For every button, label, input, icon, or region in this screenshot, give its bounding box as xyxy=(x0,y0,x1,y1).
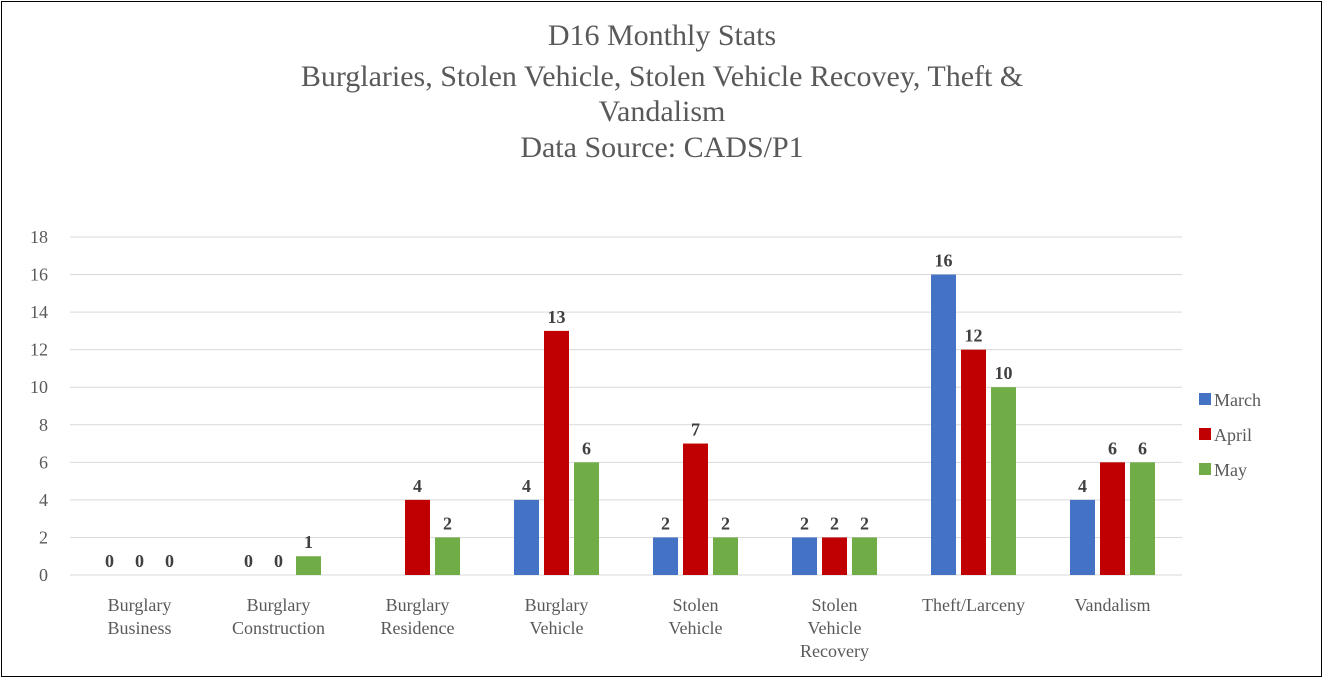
bar-march xyxy=(1070,499,1095,575)
x-category-label: Vandalism xyxy=(1075,595,1151,615)
y-tick-label: 10 xyxy=(30,377,48,397)
bar-may xyxy=(991,387,1016,575)
bar-may xyxy=(1130,462,1155,575)
legend: March April May xyxy=(1199,390,1261,480)
y-tick-label: 18 xyxy=(30,227,48,247)
data-label: 6 xyxy=(1138,438,1147,458)
bar-march xyxy=(514,499,539,575)
data-label: 6 xyxy=(1108,438,1117,458)
x-category-label: Stolen xyxy=(811,595,857,615)
y-tick-label: 14 xyxy=(30,302,48,322)
bar-may xyxy=(435,537,460,575)
x-category-label: Stolen xyxy=(672,595,718,615)
bar-april xyxy=(1100,462,1125,575)
data-label: 0 xyxy=(105,551,114,571)
bar-may xyxy=(852,537,877,575)
x-category-label: Burglary xyxy=(525,595,589,615)
chart-title: D16 Monthly Stats Burglaries, Stolen Vehi… xyxy=(301,19,1023,164)
y-tick-label: 12 xyxy=(30,340,48,360)
legend-label: April xyxy=(1214,425,1252,445)
y-tick-label: 6 xyxy=(39,452,48,472)
bar-march xyxy=(931,274,956,575)
legend-label: March xyxy=(1214,390,1261,410)
bar-may xyxy=(574,462,599,575)
x-category-label: Recovery xyxy=(800,641,869,661)
x-axis-categories: Burglary Business Burglary Construction Burg… xyxy=(107,595,1150,661)
chart-title-line: Data Source: CADS/P1 xyxy=(520,131,803,164)
data-label: 0 xyxy=(244,551,253,571)
data-label: 2 xyxy=(860,513,869,533)
data-label: 2 xyxy=(661,513,670,533)
data-label: 0 xyxy=(165,551,174,571)
bars xyxy=(296,274,1155,575)
x-category-label: Vehicle xyxy=(669,618,723,638)
data-label: 7 xyxy=(691,420,700,440)
data-label: 13 xyxy=(548,307,566,327)
data-label: 12 xyxy=(965,326,983,346)
data-labels: 0 0 0 0 0 1 4 2 4 13 6 2 7 2 2 2 2 16 12 10 4 6 6 xyxy=(105,251,1147,571)
y-tick-label: 16 xyxy=(30,265,48,285)
data-label: 6 xyxy=(582,438,591,458)
data-label: 4 xyxy=(413,476,422,496)
chart-title-line: Burglaries, Stolen Vehicle, Stolen Vehic… xyxy=(301,60,1023,93)
y-tick-label: 4 xyxy=(39,490,48,510)
data-label: 0 xyxy=(274,551,283,571)
x-category-label: Residence xyxy=(381,618,455,638)
data-label: 2 xyxy=(800,513,809,533)
bar-april xyxy=(822,537,847,575)
legend-swatch-may xyxy=(1199,463,1211,475)
y-tick-label: 0 xyxy=(39,565,48,585)
y-tick-label: 8 xyxy=(39,415,48,435)
y-tick-label: 2 xyxy=(39,527,48,547)
y-axis-ticks: 0 2 4 6 8 10 12 14 16 18 xyxy=(30,227,48,585)
chart-title-line: D16 Monthly Stats xyxy=(548,19,776,52)
legend-swatch-april xyxy=(1199,428,1211,440)
bar-march xyxy=(792,537,817,575)
x-category-label: Business xyxy=(107,618,171,638)
bar-may xyxy=(296,556,321,575)
bar-april xyxy=(961,349,986,575)
bar-april xyxy=(405,499,430,575)
bar-april xyxy=(683,443,708,575)
bar-april xyxy=(544,330,569,575)
data-label: 2 xyxy=(443,513,452,533)
data-label: 0 xyxy=(135,551,144,571)
data-label: 16 xyxy=(935,251,953,271)
legend-label: May xyxy=(1214,460,1247,480)
chart-title-line: Vandalism xyxy=(599,95,726,128)
data-label: 4 xyxy=(522,476,531,496)
gridlines xyxy=(70,236,1182,576)
x-category-label: Burglary xyxy=(386,595,450,615)
data-label: 4 xyxy=(1078,476,1087,496)
x-category-label: Construction xyxy=(232,618,325,638)
data-label: 2 xyxy=(830,513,839,533)
x-category-label: Burglary xyxy=(108,595,172,615)
x-category-label: Theft/Larceny xyxy=(922,595,1025,615)
data-label: 2 xyxy=(721,513,730,533)
legend-swatch-march xyxy=(1199,393,1211,405)
data-label: 10 xyxy=(995,363,1013,383)
bar-march xyxy=(653,537,678,575)
x-category-label: Vehicle xyxy=(530,618,584,638)
x-category-label: Vehicle xyxy=(808,618,862,638)
x-category-label: Burglary xyxy=(247,595,311,615)
bar-may xyxy=(713,537,738,575)
data-label: 1 xyxy=(304,532,313,552)
